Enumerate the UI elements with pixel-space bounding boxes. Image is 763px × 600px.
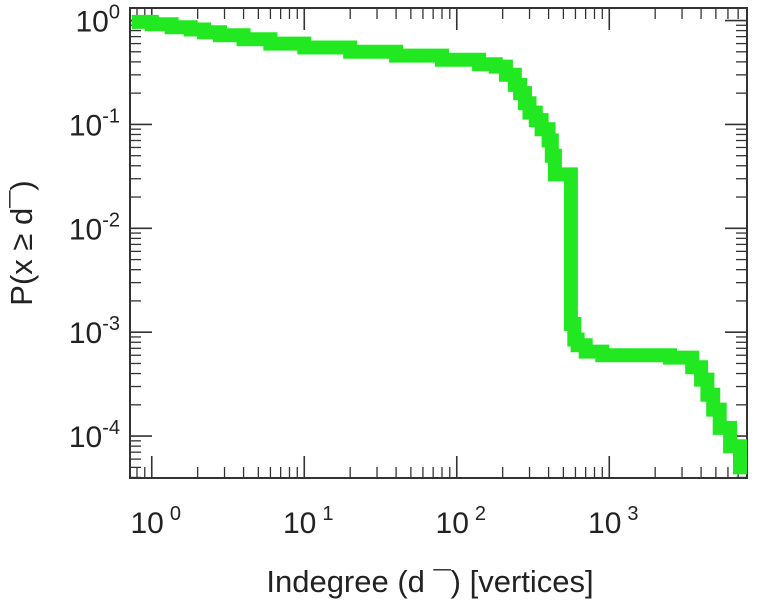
series-layer [131, 14, 747, 475]
x-tick-label: 10 2 [436, 503, 487, 540]
y-tick-label: 10-4 [69, 417, 120, 454]
tick-labels: 10 0 10 1 10 2 10 3 100 10-1 10-2 10-3 10-4 [69, 2, 639, 540]
x-tick-label: 10 0 [131, 503, 182, 540]
plot-frame [129, 7, 748, 479]
y-tick-label: 10-1 [69, 105, 120, 142]
y-tick-label: 10-2 [69, 209, 120, 246]
x-axis-title: Indegree (d ¯) [vertices] [266, 564, 593, 599]
x-tick-label: 10 1 [283, 503, 334, 540]
x-tick-label: 10 3 [588, 503, 639, 540]
series-line [131, 14, 747, 475]
y-tick-label: 10-3 [69, 313, 120, 350]
y-axis-title: P(x ≥ d¯) [4, 180, 39, 305]
y-tick-label: 100 [76, 2, 121, 39]
